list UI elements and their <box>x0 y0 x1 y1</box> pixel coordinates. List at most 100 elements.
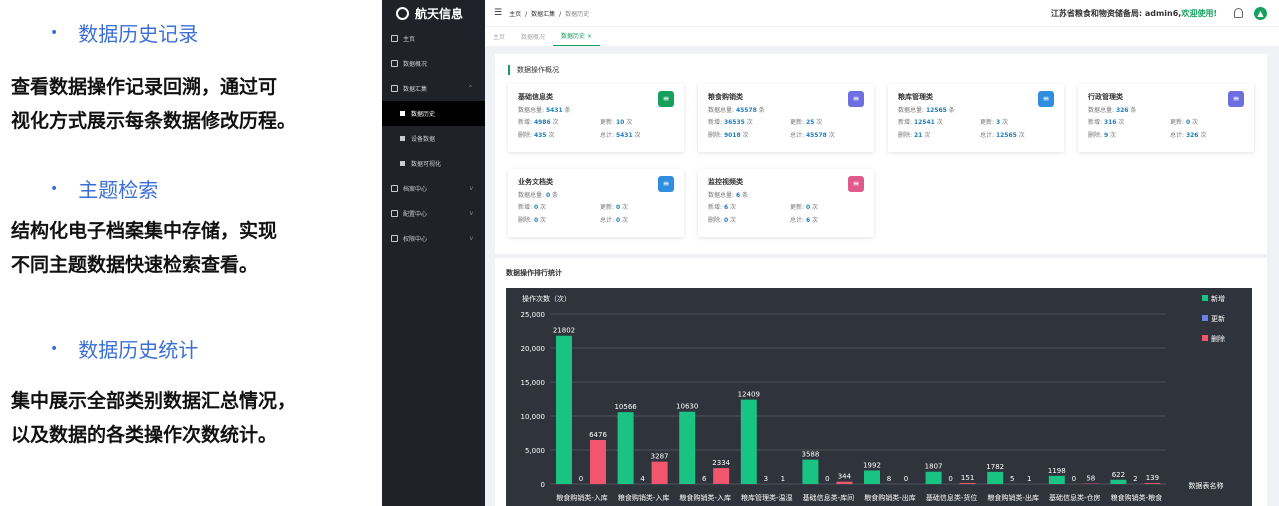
stat-update: 更新: 0 次 <box>790 202 818 211</box>
database-icon: ≡ <box>658 176 674 192</box>
sidebar-item-label: 权限中心 <box>403 236 428 243</box>
stat-value: 316 <box>1103 119 1117 126</box>
top-bar: ☰ 主页 / 数据汇集 / 数据历史 江苏省粮食和物资储备局: admin6,欢迎使用!… <box>485 0 1279 26</box>
stat-label: 总计: <box>980 132 996 139</box>
stat-label: 数据总量: <box>898 107 926 114</box>
legend-swatch <box>1202 335 1208 341</box>
stat-unit: 条 <box>756 107 765 114</box>
feature-desc-history: 查看数据操作记录回溯，通过可 视化方式展示每条数据修改历程。 <box>11 70 371 138</box>
data-label: 2 <box>1133 475 1137 483</box>
data-label: 1198 <box>1048 467 1066 475</box>
data-label: 0 <box>825 475 829 483</box>
stat-unit: 次 <box>810 204 819 211</box>
stat-update: 更新: 10 次 <box>600 117 632 126</box>
stat-unit: 次 <box>1108 132 1117 139</box>
stat-label: 删除: <box>708 217 724 224</box>
chart-panel-title: 数据操作排行统计 <box>506 269 562 277</box>
stat-card: 行政管理类 ≡ 数据总量: 326 条新增: 316 次更新: 0 次删除: 9 次… <box>1078 84 1254 152</box>
y-tick-label: 10,000 <box>521 413 546 421</box>
breadcrumb-current: 数据历史 <box>565 10 590 18</box>
bar-新增 <box>617 412 634 484</box>
x-tick-label: 基础信息类-库间 <box>803 493 855 502</box>
stat-label: 删除: <box>708 132 724 139</box>
stat-add: 新增: 36535 次 <box>708 117 753 126</box>
data-label: 6 <box>702 475 707 483</box>
stat-unit: 次 <box>744 119 753 126</box>
bar-删除 <box>1144 483 1161 484</box>
stat-value: 9 <box>1103 132 1109 139</box>
bullet-icon: • <box>50 340 59 357</box>
x-tick-label: 粮食购销类-入库 <box>556 493 608 502</box>
bar-新增 <box>556 335 572 484</box>
stat-delete: 删除: 21 次 <box>898 130 930 139</box>
feature-desc-search: 结构化电子档案集中存储，实现 不同主题数据快速检索查看。 <box>11 214 371 282</box>
database-icon: ≡ <box>848 91 864 107</box>
x-axis-label: 数据表名称 <box>1189 481 1224 490</box>
chart-area: 操作次数（次） 25,000 20,000 15,000 10,000 5,000 0 218… <box>506 288 1252 506</box>
stat-value: 0 <box>615 217 621 224</box>
sidebar-item-permission[interactable]: 权限中心 v <box>382 226 485 251</box>
sidebar-item-home[interactable]: 主页 <box>382 26 485 51</box>
sidebar-item-device[interactable]: 设备数据 <box>382 126 485 151</box>
stat-update: 更新: 0 次 <box>1170 117 1198 126</box>
data-label: 1992 <box>863 461 881 469</box>
overview-panel: 数据操作概况 基础信息类 ≡ 数据总量: 5431 条新增: 4986 次更新: 1… <box>495 54 1267 254</box>
stat-unit: 次 <box>728 217 737 224</box>
sidebar-item-archive[interactable]: 档案中心 v <box>382 176 485 201</box>
sidebar-item-overview[interactable]: 数据概况 <box>382 51 485 76</box>
stat-label: 数据总量: <box>518 192 546 199</box>
data-label: 1807 <box>925 463 943 471</box>
stat-unit: 次 <box>538 204 547 211</box>
stat-unit: 次 <box>546 132 555 139</box>
stat-label: 更新: <box>600 119 616 126</box>
stat-label: 更新: <box>1170 119 1186 126</box>
data-label: 3 <box>764 475 768 483</box>
stat-label: 总计: <box>790 132 806 139</box>
tab-history[interactable]: 数据历史 × <box>553 31 600 46</box>
sidebar-item-collect[interactable]: 数据汇集 ^ <box>382 76 485 101</box>
stat-value: 326 <box>1115 107 1129 114</box>
stat-unit: 次 <box>1116 119 1125 126</box>
data-label: 4 <box>640 475 645 483</box>
settings-icon <box>391 210 398 217</box>
stat-delete: 删除: 0 次 <box>708 215 736 224</box>
sidebar-item-history[interactable]: 数据历史 <box>382 101 485 126</box>
stat-total: 数据总量: 326 条 <box>1088 105 1136 114</box>
stat-sum: 总计: 45578 次 <box>790 130 835 139</box>
stat-label: 更新: <box>790 119 806 126</box>
stat-total: 数据总量: 5431 条 <box>518 105 571 114</box>
data-label: 10566 <box>614 403 637 411</box>
stat-sum: 总计: 5431 次 <box>600 130 641 139</box>
bell-icon[interactable] <box>1234 8 1243 18</box>
stat-value: 0 <box>805 204 811 211</box>
sidebar-item-visual[interactable]: 数据可视化 <box>382 151 485 176</box>
breadcrumb-item[interactable]: 数据汇集 <box>531 10 556 18</box>
bar-新增 <box>1110 479 1127 484</box>
stat-unit: 次 <box>740 132 749 139</box>
stat-label: 删除: <box>518 217 534 224</box>
data-label: 0 <box>579 475 583 483</box>
menu-toggle-icon[interactable]: ☰ <box>494 8 503 18</box>
sidebar-item-label: 设备数据 <box>411 136 436 143</box>
data-label: 622 <box>1112 471 1125 479</box>
x-tick-label: 基础信息类-仓房 <box>1049 493 1101 502</box>
breadcrumb-item[interactable]: 主页 <box>509 10 522 18</box>
stat-delete: 删除: 9 次 <box>1088 130 1116 139</box>
stat-label: 删除: <box>518 132 534 139</box>
database-icon: ≡ <box>1038 91 1054 107</box>
data-label: 5 <box>1010 475 1014 483</box>
bar-删除 <box>651 461 668 484</box>
sidebar-item-config[interactable]: 配置中心 v <box>382 201 485 226</box>
stat-label: 更新: <box>790 204 806 211</box>
avatar[interactable]: ▲ <box>1254 6 1267 20</box>
page-tabs: 主页 数据概况 数据历史 × <box>485 26 1279 46</box>
stat-card: 基础信息类 ≡ 数据总量: 5431 条新增: 4986 次更新: 10 次删除: … <box>508 84 684 152</box>
stat-value: 0 <box>723 217 729 224</box>
stat-unit: 条 <box>562 107 571 114</box>
bar-新增 <box>864 470 880 484</box>
data-label: 58 <box>1086 475 1095 483</box>
bar-删除 <box>836 481 853 484</box>
tab-overview[interactable]: 数据概况 <box>521 34 546 41</box>
stat-unit: 次 <box>934 119 943 126</box>
tab-home[interactable]: 主页 <box>493 34 506 41</box>
